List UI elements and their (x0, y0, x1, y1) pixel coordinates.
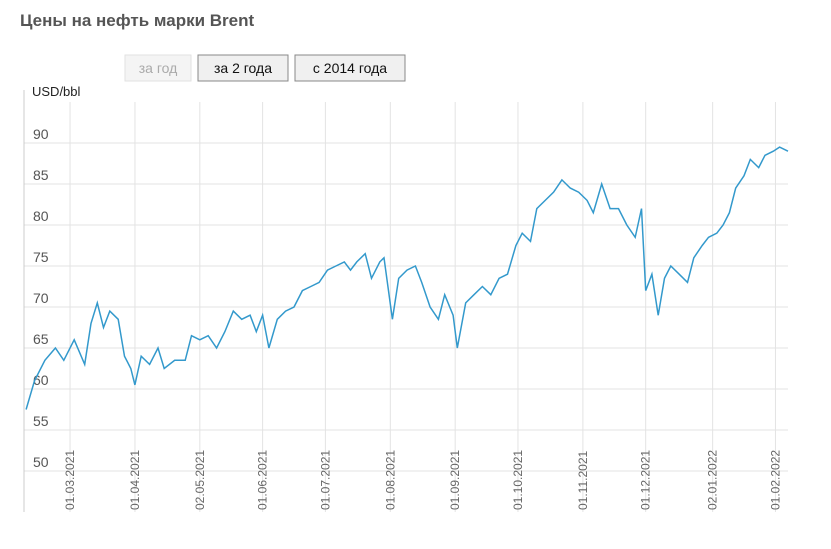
x-tick-label: 01.09.2021 (448, 450, 462, 510)
x-tick-label: 01.02.2022 (768, 450, 782, 510)
button-label[interactable]: за 2 года (214, 60, 272, 76)
controls: за год за 2 года с 2014 года (124, 54, 406, 82)
x-tick-label: 02.05.2021 (193, 450, 207, 510)
button-label[interactable]: за год (139, 60, 178, 76)
button-2years[interactable] (197, 54, 289, 82)
x-tick-label: 01.06.2021 (256, 450, 270, 510)
y-tick-label: 85 (33, 167, 49, 183)
x-tick-label: 01.03.2021 (63, 450, 77, 510)
y-tick-label: 90 (33, 126, 49, 142)
price-line (25, 146, 789, 410)
button-year[interactable] (124, 54, 192, 82)
x-tick-label: 01.12.2021 (639, 450, 653, 510)
y-tick-label: 80 (33, 208, 49, 224)
button-since-2014[interactable] (294, 54, 406, 82)
y-tick-label: 50 (33, 454, 49, 470)
x-tick-label: 01.10.2021 (511, 450, 525, 510)
x-tick-label: 01.04.2021 (128, 450, 142, 510)
x-tick-label: 01.11.2021 (576, 451, 590, 510)
y-axis-label: USD/bbl (32, 84, 81, 99)
y-tick-label: 65 (33, 331, 49, 347)
button-label[interactable]: с 2014 года (313, 60, 387, 76)
y-tick-label: 75 (33, 249, 49, 265)
y-tick-label: 55 (33, 413, 49, 429)
x-tick-label: 02.01.2022 (706, 450, 720, 510)
chart-title: Цены на нефть марки Brent (20, 11, 255, 30)
x-tick-label: 01.07.2021 (318, 450, 332, 510)
x-tick-label: 01.08.2021 (383, 450, 397, 510)
y-tick-label: 70 (33, 290, 49, 306)
